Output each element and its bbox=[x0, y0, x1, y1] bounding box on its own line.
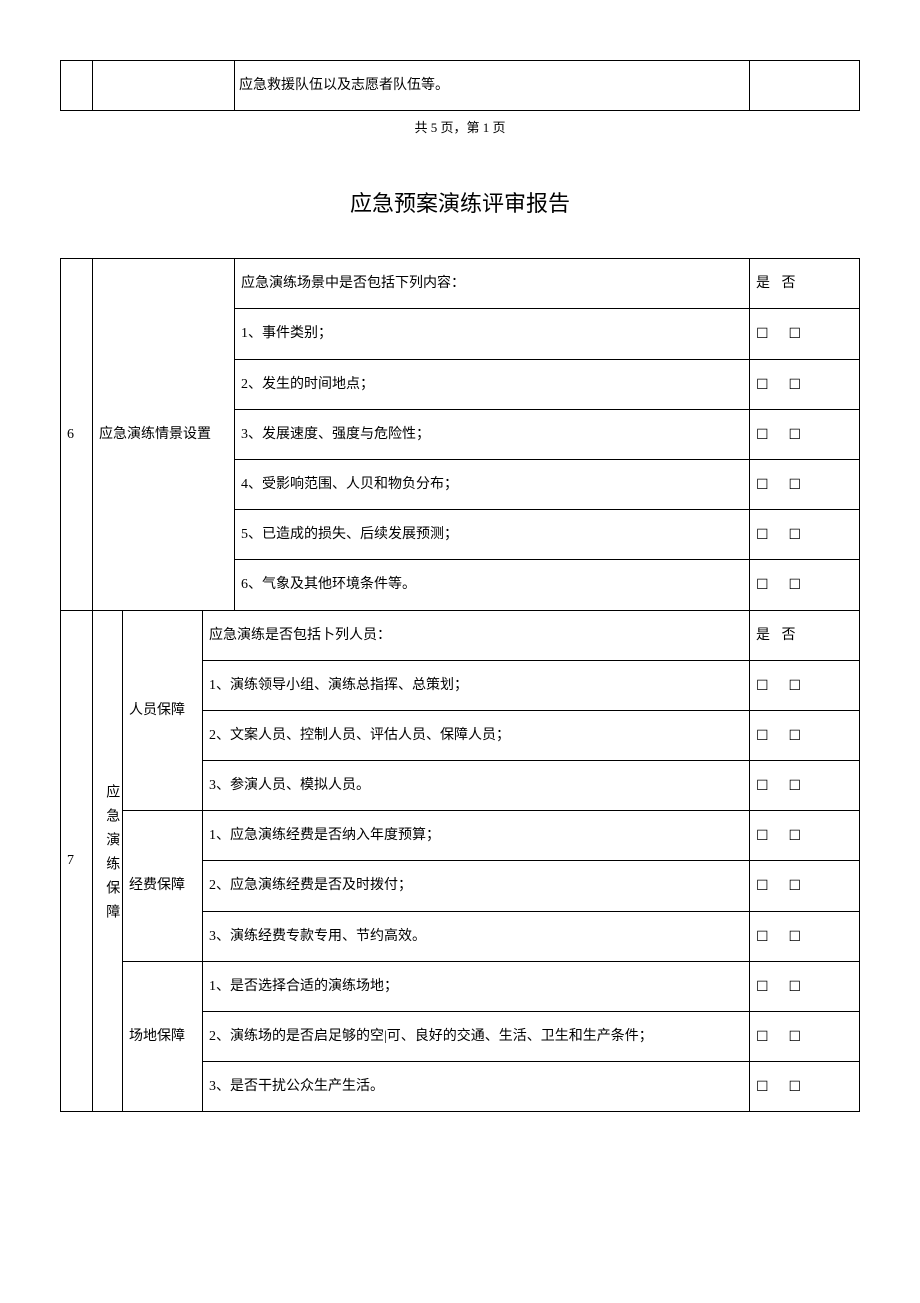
s7-num: 7 bbox=[61, 611, 93, 1112]
s7-row: 7 应急演练保障 人员保障 应急演练是否包括卜列人员： 是 否 bbox=[61, 611, 860, 661]
page-caption: 共 5 页，第 1 页 bbox=[60, 117, 860, 136]
top-fragment-table: 应急救援队伍以及志愿者队伍等。 bbox=[60, 60, 860, 111]
frag-col2 bbox=[93, 61, 235, 111]
s7-item: 2、演练场的是否启足够的空|可、良好的交通、生活、卫生和生产条件； bbox=[203, 1012, 750, 1062]
s6-header-row: 6 应急演练情景设置 应急演练场景中是否包括下列内容： 是 否 bbox=[61, 259, 860, 309]
checkbox-cell[interactable]: ☐ ☐ bbox=[750, 309, 860, 359]
s7-item: 3、是否干扰公众生产生活。 bbox=[203, 1062, 750, 1112]
s6-category: 应急演练情景设置 bbox=[93, 259, 235, 610]
frag-content: 应急救援队伍以及志愿者队伍等。 bbox=[235, 61, 750, 111]
s7-item: 3、演练经费专款专用、节约高效。 bbox=[203, 911, 750, 961]
s7-category: 应急演练保障 bbox=[93, 611, 123, 1112]
checkbox-cell[interactable]: ☐ ☐ bbox=[750, 359, 860, 409]
s7-sub-1: 经费保障 bbox=[123, 811, 203, 962]
s6-item: 5、已造成的损失、后续发展预测； bbox=[235, 510, 750, 560]
checkbox-cell[interactable]: ☐ ☐ bbox=[750, 1012, 860, 1062]
doc-title: 应急预案演练评审报告 bbox=[60, 186, 860, 218]
s7-sub-2: 场地保障 bbox=[123, 961, 203, 1112]
s7-item: 3、参演人员、模拟人员。 bbox=[203, 761, 750, 811]
s6-num: 6 bbox=[61, 259, 93, 610]
checkbox-cell[interactable]: ☐ ☐ bbox=[750, 660, 860, 710]
s7-g0-header: 应急演练是否包括卜列人员： bbox=[203, 611, 750, 661]
frag-col1 bbox=[61, 61, 93, 111]
checkbox-cell[interactable]: ☐ ☐ bbox=[750, 861, 860, 911]
checkbox-cell[interactable]: ☐ ☐ bbox=[750, 710, 860, 760]
s6-item: 1、事件类别； bbox=[235, 309, 750, 359]
s7-g0-yesno: 是 否 bbox=[750, 611, 860, 661]
checkbox-cell[interactable]: ☐ ☐ bbox=[750, 761, 860, 811]
s7-item: 1、演练领导小组、演练总指挥、总策划； bbox=[203, 660, 750, 710]
checkbox-cell[interactable]: ☐ ☐ bbox=[750, 811, 860, 861]
s6-item: 4、受影响范围、人贝和物负分布； bbox=[235, 459, 750, 509]
checkbox-cell[interactable]: ☐ ☐ bbox=[750, 510, 860, 560]
s6-yesno: 是 否 bbox=[750, 259, 860, 309]
s6-item: 2、发生的时间地点； bbox=[235, 359, 750, 409]
checkbox-cell[interactable]: ☐ ☐ bbox=[750, 1062, 860, 1112]
s7-item: 1、应急演练经费是否纳入年度预算； bbox=[203, 811, 750, 861]
s7-sub-0: 人员保障 bbox=[123, 611, 203, 811]
section7-table: 7 应急演练保障 人员保障 应急演练是否包括卜列人员： 是 否 1、演练领导小组… bbox=[60, 611, 860, 1113]
s7-item: 2、应急演练经费是否及时拨付； bbox=[203, 861, 750, 911]
s6-item: 3、发展速度、强度与危险性； bbox=[235, 409, 750, 459]
checkbox-cell[interactable]: ☐ ☐ bbox=[750, 409, 860, 459]
frag-check bbox=[750, 61, 860, 111]
checkbox-cell[interactable]: ☐ ☐ bbox=[750, 911, 860, 961]
s6-header-q: 应急演练场景中是否包括下列内容： bbox=[235, 259, 750, 309]
s7-item: 1、是否选择合适的演练场地； bbox=[203, 961, 750, 1011]
section6-table: 6 应急演练情景设置 应急演练场景中是否包括下列内容： 是 否 1、事件类别；☐… bbox=[60, 258, 860, 610]
s7-item: 2、文案人员、控制人员、评估人员、保障人员； bbox=[203, 710, 750, 760]
checkbox-cell[interactable]: ☐ ☐ bbox=[750, 961, 860, 1011]
s6-item: 6、气象及其他环境条件等。 bbox=[235, 560, 750, 610]
checkbox-cell[interactable]: ☐ ☐ bbox=[750, 459, 860, 509]
checkbox-cell[interactable]: ☐ ☐ bbox=[750, 560, 860, 610]
